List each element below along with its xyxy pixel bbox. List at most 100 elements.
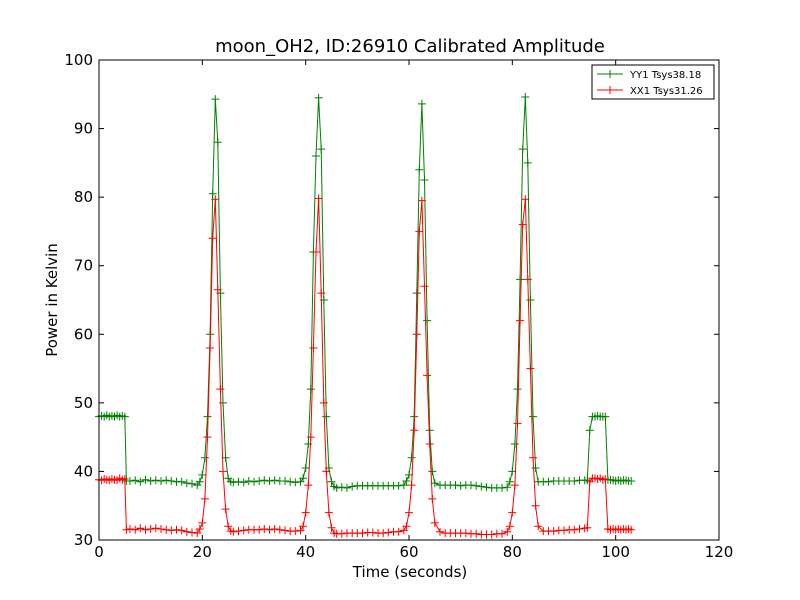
data-point [508,467,517,476]
data-point [423,316,432,325]
data-point [601,412,610,421]
data-point [415,227,424,236]
data-point [503,483,512,492]
y-tick-label: 80 [74,188,93,206]
x-axis: 0 20 40 60 80 100 120 [94,60,733,561]
data-point [472,529,481,538]
data-point [417,196,426,205]
data-point [296,526,305,535]
data-point [301,464,310,472]
data-point [407,453,416,462]
data-point [526,296,535,304]
data-point [314,93,323,102]
data-point [523,158,532,167]
data-point [428,467,437,476]
data-point [482,483,491,492]
data-point [208,189,217,198]
data-point [601,475,610,483]
x-tick-label: 120 [705,543,734,561]
data-point [513,385,522,394]
data-point [255,477,264,485]
data-point [211,195,220,204]
y-tick-label: 50 [74,394,93,412]
data-point [157,477,165,485]
y-tick-label: 90 [74,120,93,138]
plot-area [95,93,636,539]
data-point [570,525,579,534]
data-point [167,477,176,485]
data-point [516,275,525,284]
data-point [503,527,512,536]
data-point [529,453,537,462]
data-point [198,470,207,479]
data-point [309,344,318,352]
data-point [399,481,408,490]
data-point [195,525,204,533]
x-tick-label: 0 [94,543,104,561]
data-point [304,481,313,490]
data-point [477,482,486,491]
data-point [299,522,308,531]
data-point [627,525,636,534]
data-point [402,522,411,531]
data-point [213,138,222,147]
data-point [407,481,416,490]
data-point [337,529,346,538]
y-axis-title: Power in Kelvin [43,243,61,357]
data-point [198,518,207,527]
series-line [98,198,632,535]
data-point [131,525,140,534]
series-group [95,93,636,492]
data-point [317,289,326,298]
x-tick-label: 80 [503,543,522,561]
data-point [260,525,269,533]
data-point [319,398,328,407]
data-point [570,477,579,485]
data-point [412,289,421,298]
x-tick-label: 60 [399,543,418,561]
data-point [299,474,308,483]
plot-frame [98,59,720,541]
data-point [317,145,326,154]
y-axis: 30 40 50 60 70 80 90 100 [64,51,719,549]
data-point [420,176,429,184]
data-point [384,528,393,537]
data-point [472,481,481,490]
data-point [327,523,336,532]
data-point [327,477,336,486]
data-point [291,478,300,487]
data-point [304,440,313,448]
data-point [193,529,202,538]
data-point [368,528,377,537]
data-point [239,526,248,535]
data-point [216,385,225,394]
legend-label: YY1 Tsys38.18 [629,70,701,81]
data-point [206,344,215,352]
data-point [141,525,150,534]
data-point [394,481,403,490]
data-point [213,285,222,294]
data-point [456,481,465,490]
data-point [505,522,514,531]
data-point [510,481,519,490]
data-point [234,477,243,486]
data-point [322,412,331,421]
data-point [151,476,160,485]
data-point [337,483,346,492]
data-point [399,526,408,535]
data-point [270,525,279,533]
data-point [560,526,568,535]
data-point [498,483,506,492]
data-point [467,481,475,490]
data-point [531,501,540,510]
data-point [260,476,269,485]
data-point [224,522,233,531]
data-point [526,364,535,373]
data-point [436,527,444,536]
data-point [211,95,220,104]
data-point [534,522,543,531]
y-tick-label: 40 [74,462,93,480]
data-point [348,482,357,491]
y-tick-label: 70 [74,257,93,275]
data-point [255,525,264,534]
